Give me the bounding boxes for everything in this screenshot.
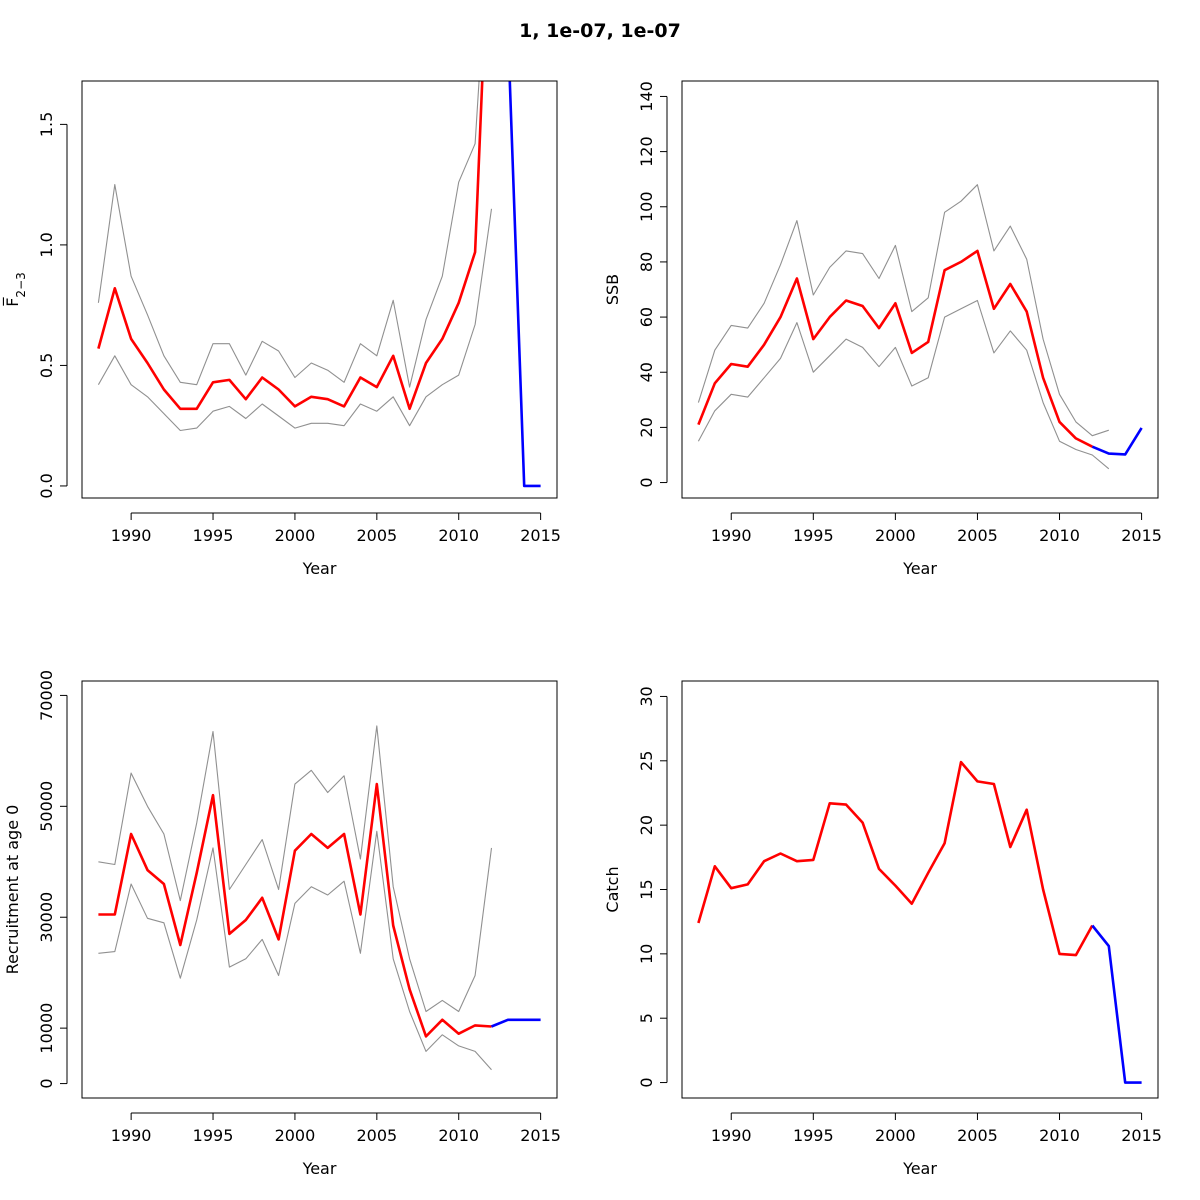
catch-panel-frame — [681, 680, 1159, 1099]
ssb-panel-y-tick-label: 120 — [637, 136, 656, 167]
catch-panel-x-tick-label: 2005 — [957, 1126, 998, 1145]
ssb-panel-x-tick-label: 2005 — [957, 526, 998, 545]
ssb-panel-estimate-line — [697, 249, 1093, 448]
ssb-panel-y-tick-label: 140 — [637, 81, 656, 112]
f-panel: 1990 1995 2000 2005 2010 2015 Year 0.0 0.5 1.0 1.5… — [3, 80, 561, 578]
recruitment-panel-x-tick-label: 2005 — [356, 1126, 397, 1145]
f-panel-forecast-line — [508, 81, 541, 488]
ssb-panel-x-tick-label: 2000 — [875, 526, 916, 545]
f-panel-upper-line — [97, 81, 480, 388]
ssb-panel-frame — [681, 80, 1159, 499]
recruitment-panel-y-tick-label: 0 — [37, 1078, 56, 1088]
f-panel-x-tick-label: 2010 — [438, 526, 479, 545]
recruitment-panel: 1990 1995 2000 2005 2010 2015 Year 0 10000 30000 5… — [3, 670, 561, 1178]
catch-panel-x-tick-label: 2015 — [1121, 1126, 1162, 1145]
catch-panel-y-axis-label: Catch — [603, 866, 622, 912]
catch-panel-x-tick-label: 1995 — [793, 1126, 834, 1145]
f-panel-lower-line — [97, 208, 493, 432]
ssb-panel-y-tick-label: 20 — [637, 417, 656, 437]
ssb-panel-y-tick-label: 80 — [637, 252, 656, 272]
f-panel-y-tick-label: 1.5 — [37, 112, 56, 137]
ssb-panel-y-tick-label: 60 — [637, 307, 656, 327]
f-panel-frame — [81, 80, 558, 499]
ssb-panel-y-tick-label: 100 — [637, 191, 656, 222]
f-panel-x-tick-label: 1990 — [111, 526, 152, 545]
f-panel-x-tick-label: 2005 — [356, 526, 397, 545]
recruitment-panel-series — [98, 725, 541, 1071]
f-panel-y-tick-label: 1.0 — [37, 232, 56, 257]
f-panel-y-axis-label-main: F̅ — [3, 297, 22, 307]
catch-panel-y-tick-label: 30 — [637, 686, 656, 706]
recruitment-panel-estimate-line — [98, 782, 492, 1038]
catch-panel-y-tick-label: 5 — [637, 1013, 656, 1023]
ssb-panel-y-axis-label: SSB — [603, 274, 622, 305]
ssb-panel-x-tick-label: 2015 — [1121, 526, 1162, 545]
ssb-panel: 1990 1995 2000 2005 2010 2015 Year 0 20 40 60 80 100… — [603, 80, 1162, 578]
ssb-panel-x-tick-label: 1995 — [793, 526, 834, 545]
f-panel-x-tick-label: 1995 — [193, 526, 234, 545]
recruitment-panel-y-axis-label-main: Recruitment at age 0 — [3, 805, 22, 975]
recruitment-panel-y-tick-label: 70000 — [37, 670, 56, 721]
f-panel-x-tick-label: 2000 — [275, 526, 316, 545]
f-panel-y-tick-label: 0.0 — [37, 473, 56, 498]
f-panel-x-tick-label: 2015 — [520, 526, 561, 545]
recruitment-panel-x-tick-label: 1995 — [193, 1126, 234, 1145]
catch-panel: 1990 1995 2000 2005 2010 2015 Year 0 5 10 15 20 25 30… — [603, 680, 1162, 1178]
catch-panel-y-tick-label: 15 — [637, 879, 656, 899]
recruitment-panel-upper-line — [98, 725, 493, 1013]
recruitment-panel-lower-line — [98, 830, 492, 1071]
catch-panel-x-tick-label: 1990 — [711, 1126, 752, 1145]
catch-panel-x-tick-label: 2010 — [1039, 1126, 1080, 1145]
catch-panel-series — [697, 760, 1142, 1084]
ssb-panel-upper-line — [697, 184, 1109, 437]
f-panel-x-axis-label: Year — [302, 559, 337, 578]
f-panel-y-axis-label: F̅2−3 — [3, 272, 28, 307]
recruitment-panel-x-tick-label: 2015 — [520, 1126, 561, 1145]
f-panel-estimate-line — [97, 81, 484, 411]
recruitment-panel-x-tick-label: 2010 — [438, 1126, 479, 1145]
recruitment-panel-y-tick-label: 30000 — [37, 892, 56, 943]
f-panel-y-axis-label-subscript: 2−3 — [14, 272, 28, 297]
f-panel-y-tick-label: 0.5 — [37, 353, 56, 378]
ssb-panel-y-tick-label: 40 — [637, 362, 656, 382]
ssb-panel-x-axis-label: Year — [902, 559, 937, 578]
catch-panel-y-axis-label-main: Catch — [603, 866, 622, 912]
catch-panel-y-tick-label: 0 — [637, 1077, 656, 1087]
recruitment-panel-forecast-line — [491, 1018, 541, 1028]
ssb-panel-forecast-line — [1091, 427, 1143, 456]
recruitment-panel-x-tick-label: 2000 — [275, 1126, 316, 1145]
figure-title: 1, 1e-07, 1e-07 — [519, 20, 681, 42]
recruitment-panel-y-tick-label: 10000 — [37, 1003, 56, 1054]
ssb-panel-y-tick-label: 0 — [637, 477, 656, 487]
ssb-panel-x-tick-label: 1990 — [711, 526, 752, 545]
ssb-panel-y-axis-label-main: SSB — [603, 274, 622, 305]
catch-panel-forecast-line — [1091, 924, 1142, 1084]
ssb-panel-lower-line — [697, 299, 1110, 470]
catch-panel-y-tick-label: 25 — [637, 751, 656, 771]
f-panel-series — [97, 81, 541, 488]
catch-panel-estimate-line — [697, 760, 1094, 957]
recruitment-panel-x-axis-label: Year — [302, 1159, 337, 1178]
recruitment-panel-y-axis-label: Recruitment at age 0 — [3, 805, 22, 975]
recruitment-panel-x-tick-label: 1990 — [111, 1126, 152, 1145]
catch-panel-y-tick-label: 10 — [637, 944, 656, 964]
catch-panel-x-tick-label: 2000 — [875, 1126, 916, 1145]
recruitment-panel-y-tick-label: 50000 — [37, 781, 56, 832]
recruitment-panel-frame — [81, 680, 558, 1099]
catch-panel-y-tick-label: 20 — [637, 815, 656, 835]
ssb-panel-x-tick-label: 2010 — [1039, 526, 1080, 545]
ssb-panel-series — [697, 184, 1143, 470]
catch-panel-x-axis-label: Year — [902, 1159, 937, 1178]
